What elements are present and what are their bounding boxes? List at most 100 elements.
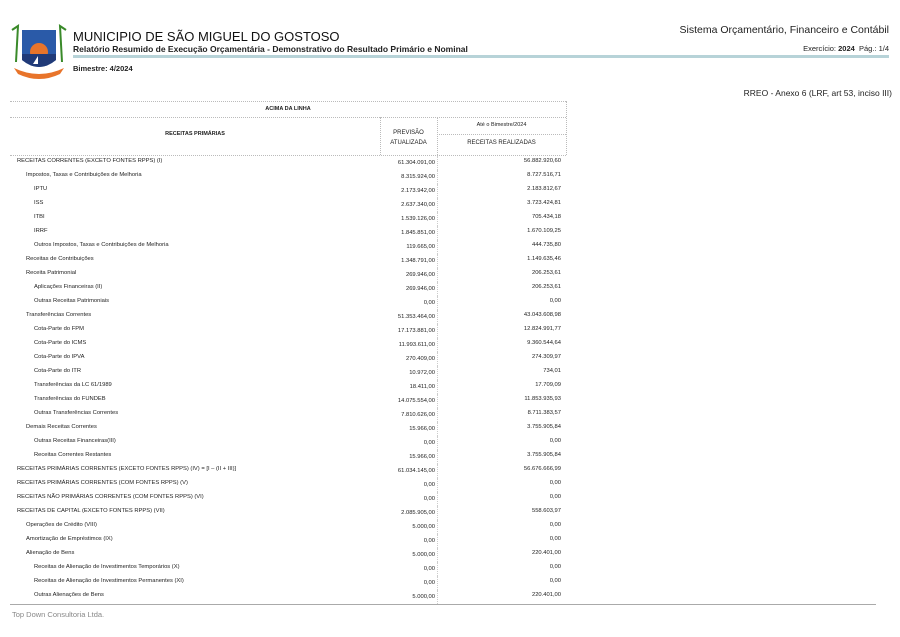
realizadas-value: 43.043.608,98 — [523, 312, 561, 318]
row-label: Demais Receitas Correntes — [26, 424, 97, 430]
realizadas-value: 220.401,00 — [531, 550, 561, 556]
table-row: RECEITAS PRIMÁRIAS CORRENTES (COM FONTES… — [10, 478, 566, 492]
column-separator — [437, 268, 438, 282]
realizadas-value: 8.711.383,57 — [527, 410, 561, 416]
realizadas-value: 734,01 — [543, 368, 561, 374]
row-label: Amortização de Empréstimos (IX) — [26, 536, 113, 542]
municipality-name: MUNICIPIO DE SÃO MIGUEL DO GOSTOSO — [73, 29, 340, 44]
realizadas-value: 3.755.905,84 — [527, 424, 561, 430]
table-row: Impostos, Taxas e Contribuições de Melho… — [10, 170, 566, 184]
row-label: Impostos, Taxas e Contribuições de Melho… — [26, 172, 142, 178]
row-label: RECEITAS PRIMÁRIAS CORRENTES (EXCETO FON… — [17, 466, 237, 472]
table-row: ITBI 1.539.126,00 705.434,18 — [10, 212, 566, 226]
column-separator — [437, 450, 438, 464]
realizadas-value: 274.309,97 — [531, 354, 561, 360]
previsao-value: 15.966,00 — [409, 454, 435, 460]
exercise-label: Exercício: — [803, 44, 837, 53]
realizadas-value: 558.603,97 — [531, 508, 561, 514]
header-divider — [73, 55, 889, 58]
footer-company: Top Down Consultoria Ltda. — [12, 610, 105, 619]
table-row: RECEITAS PRIMÁRIAS CORRENTES (EXCETO FON… — [10, 464, 566, 478]
table-row: Aplicações Financeiras (II) 269.946,00 2… — [10, 282, 566, 296]
report-title: Relatório Resumido de Execução Orçamentá… — [73, 44, 468, 54]
previsao-value: 11.993.611,00 — [398, 342, 435, 348]
row-label: Receitas de Alienação de Investimentos P… — [34, 578, 184, 584]
exercise-year: 2024 — [838, 44, 855, 53]
previsao-value: 10.972,00 — [409, 370, 435, 376]
table-row: Cota-Parte do ITR 10.972,00 734,01 — [10, 366, 566, 380]
col-receitas-realizadas: RECEITAS REALIZADAS — [467, 140, 536, 146]
previsao-value: 5.000,00 — [412, 552, 435, 558]
row-label: Receitas Correntes Restantes — [34, 452, 112, 458]
row-label: Transferências Correntes — [26, 312, 92, 318]
column-separator — [437, 492, 438, 506]
realizadas-value: 12.824.991,77 — [523, 326, 561, 332]
realizadas-value: 2.183.812,67 — [527, 186, 561, 192]
previsao-value: 7.810.626,00 — [401, 412, 435, 418]
row-label: Aplicações Financeiras (II) — [34, 284, 103, 290]
table-row: Amortização de Empréstimos (IX) 0,00 0,0… — [10, 534, 566, 548]
column-separator — [437, 198, 438, 212]
municipal-coat-of-arms-logo — [11, 24, 67, 79]
column-separator — [437, 324, 438, 338]
column-separator — [437, 408, 438, 422]
column-separator — [437, 310, 438, 324]
realizadas-value: 1.149.635,46 — [527, 256, 561, 262]
table-row: Transferências do FUNDEB 14.075.554,00 1… — [10, 394, 566, 408]
realizadas-value: 56.676.666,99 — [523, 466, 561, 472]
realizadas-value: 206.253,61 — [531, 270, 561, 276]
column-separator — [437, 394, 438, 408]
table-row: RECEITAS CORRENTES (EXCETO FONTES RPPS) … — [10, 156, 566, 170]
previsao-value: 0,00 — [423, 538, 435, 544]
realizadas-value: 0,00 — [549, 480, 561, 486]
table-row: Demais Receitas Correntes 15.966,00 3.75… — [10, 422, 566, 436]
table-row: IPTU 2.173.942,00 2.183.812,67 — [10, 184, 566, 198]
column-separator — [437, 170, 438, 184]
table-row: Outras Transferências Correntes 7.810.62… — [10, 408, 566, 422]
previsao-value: 0,00 — [423, 440, 435, 446]
realizadas-value: 0,00 — [549, 438, 561, 444]
row-label: Outras Receitas Financeiras(III) — [34, 438, 116, 444]
realizadas-value: 705.434,18 — [531, 214, 561, 220]
table-row: Receitas Correntes Restantes 15.966,00 3… — [10, 450, 566, 464]
previsao-value: 0,00 — [423, 482, 435, 488]
previsao-value: 14.075.554,00 — [397, 398, 435, 404]
table-row: Cota-Parte do ICMS 11.993.611,00 9.360.5… — [10, 338, 566, 352]
previsao-value: 51.353.464,00 — [397, 314, 435, 320]
column-separator — [437, 590, 438, 604]
table-row: Cota-Parte do IPVA 270.409,00 274.309,97 — [10, 352, 566, 366]
previsao-value: 18.411,00 — [409, 384, 435, 390]
row-label: RECEITAS NÃO PRIMÁRIAS CORRENTES (COM FO… — [17, 494, 204, 500]
row-label: ITBI — [34, 214, 45, 220]
table-row: Receitas de Alienação de Investimentos P… — [10, 576, 566, 590]
table-row: Alienação de Bens 5.000,00 220.401,00 — [10, 548, 566, 562]
previsao-value: 17.173.881,00 — [397, 328, 435, 334]
footer-divider — [10, 604, 876, 605]
column-separator — [437, 548, 438, 562]
table-row: IRRF 1.845.851,00 1.670.109,25 — [10, 226, 566, 240]
column-separator — [437, 436, 438, 450]
column-separator — [437, 534, 438, 548]
row-label: Transferências do FUNDEB — [34, 396, 106, 402]
previsao-value: 0,00 — [423, 580, 435, 586]
realizadas-value: 8.727.516,71 — [527, 172, 561, 178]
exercise-page-info: Exercício: 2024 Pág.: 1/4 — [803, 44, 889, 53]
table-row: RECEITAS NÃO PRIMÁRIAS CORRENTES (COM FO… — [10, 492, 566, 506]
section-title: ACIMA DA LINHA — [265, 106, 311, 112]
row-label: IPTU — [34, 186, 48, 192]
previsao-value: 5.000,00 — [412, 594, 435, 600]
previsao-value: 1.539.126,00 — [401, 216, 435, 222]
previsao-value: 2.637.340,00 — [401, 202, 435, 208]
previsao-value: 61.304.091,00 — [397, 160, 435, 166]
realizadas-value: 0,00 — [549, 298, 561, 304]
column-separator — [437, 226, 438, 240]
previsao-value: 2.085.905,00 — [401, 510, 435, 516]
row-label: Outras Receitas Patrimoniais — [34, 298, 110, 304]
column-separator — [437, 156, 438, 170]
previsao-value: 0,00 — [423, 300, 435, 306]
row-label: Cota-Parte do IPVA — [34, 354, 85, 360]
realizadas-value: 3.755.905,84 — [527, 452, 561, 458]
previsao-value: 2.173.942,00 — [401, 188, 435, 194]
row-label: Cota-Parte do FPM — [34, 326, 84, 332]
table-row: Cota-Parte do FPM 17.173.881,00 12.824.9… — [10, 324, 566, 338]
